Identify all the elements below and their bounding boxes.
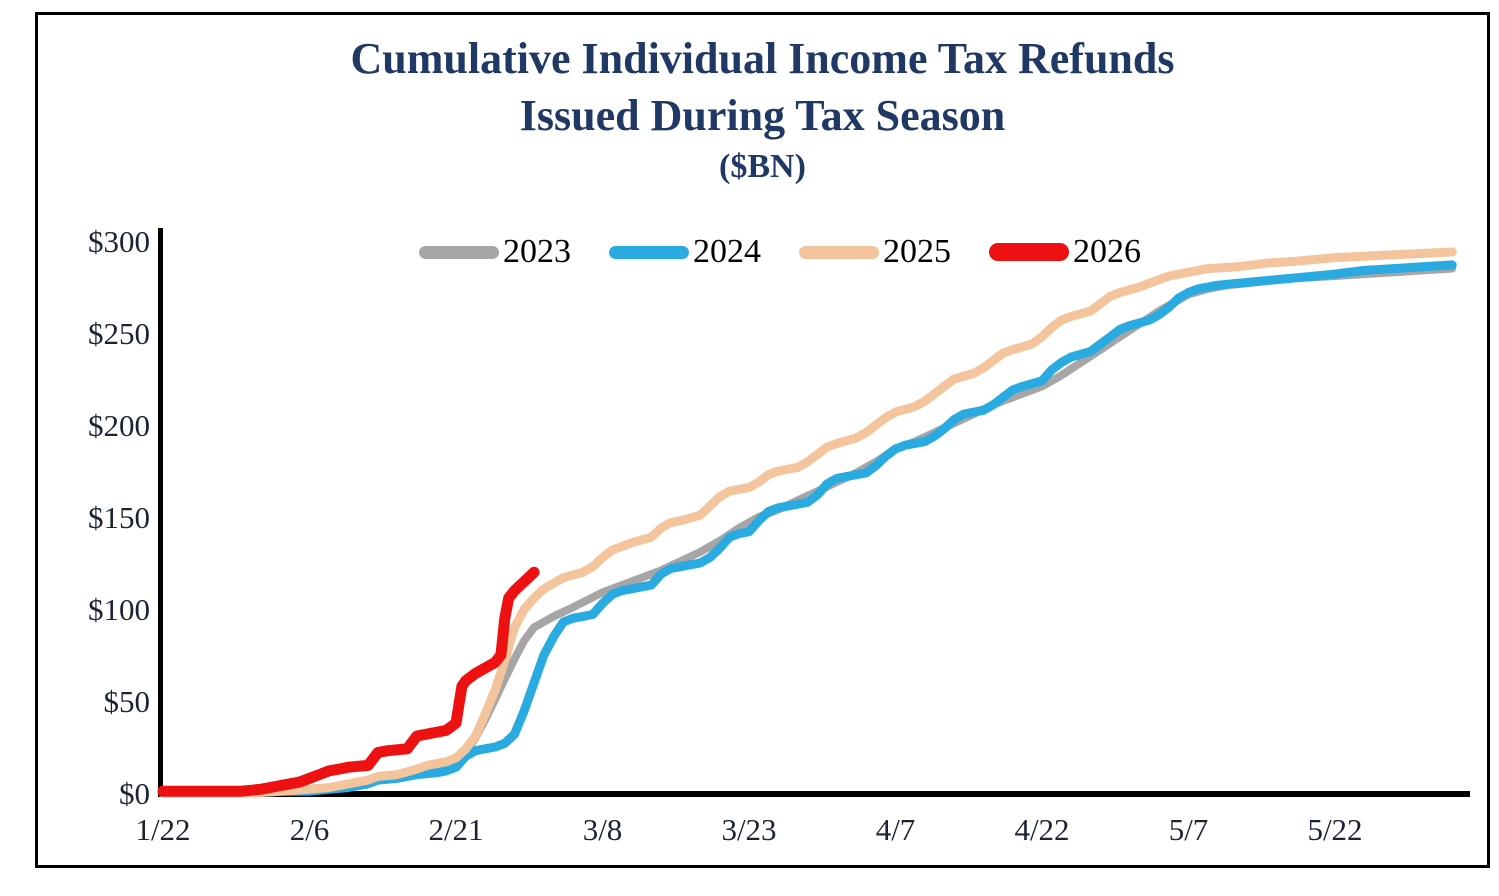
x-tick-label-2-6: 2/6 <box>290 812 330 847</box>
y-tick-label-100: $100 <box>88 592 150 627</box>
legend-item-2023: 2023 <box>419 233 571 271</box>
y-tick-label-300: $300 <box>88 224 150 259</box>
x-tick-label-4-22: 4/22 <box>1014 812 1069 847</box>
legend-swatch-2024 <box>609 245 689 259</box>
x-tick-label-4-7: 4/7 <box>876 812 916 847</box>
series-line-2025 <box>158 247 1457 798</box>
legend-swatch-2023 <box>419 245 499 259</box>
x-tick-label-2-21: 2/21 <box>428 812 483 847</box>
legend-label-2024: 2024 <box>693 233 761 270</box>
series-line-2024 <box>158 260 1457 798</box>
y-tick-label-250: $250 <box>88 316 150 351</box>
legend-item-2025: 2025 <box>799 233 951 271</box>
chart-title: Cumulative Individual Income Tax Refunds… <box>35 30 1490 190</box>
y-tick-label-50: $50 <box>104 684 151 719</box>
legend-item-2024: 2024 <box>609 233 761 271</box>
chart-title-line-1: Cumulative Individual Income Tax Refunds <box>350 34 1175 83</box>
y-tick-label-200: $200 <box>88 408 150 443</box>
legend-item-2026: 2026 <box>989 233 1141 271</box>
x-tick-label-5-22: 5/22 <box>1307 812 1362 847</box>
y-axis-line <box>158 228 163 796</box>
x-tick-label-1-22: 1/22 <box>135 812 190 847</box>
legend-label-2023: 2023 <box>503 233 571 270</box>
legend-swatch-2025 <box>799 245 879 259</box>
series-line-2023 <box>159 264 1457 797</box>
x-axis-tick-labels: 1/22 2/6 2/21 3/8 3/23 4/7 4/22 5/7 5/22 <box>135 812 1362 847</box>
y-tick-label-150: $150 <box>88 500 150 535</box>
series-lines <box>157 247 1457 798</box>
series-line-2026 <box>157 566 540 797</box>
legend: 2023 2024 2025 2026 <box>300 231 1260 273</box>
legend-label-2026: 2026 <box>1073 233 1141 270</box>
x-tick-label-3-8: 3/8 <box>583 812 623 847</box>
x-tick-label-3-23: 3/23 <box>721 812 776 847</box>
x-tick-label-5-7: 5/7 <box>1169 812 1209 847</box>
chart-title-units: ($BN) <box>719 148 806 185</box>
legend-swatch-2026 <box>989 243 1069 261</box>
chart-title-line-2: Issued During Tax Season <box>519 91 1006 140</box>
outer-border <box>35 12 1490 868</box>
y-axis-tick-labels: $0 $50 $100 $150 $200 $250 $300 <box>88 224 150 811</box>
legend-label-2025: 2025 <box>883 233 951 270</box>
x-axis-line <box>158 791 1470 797</box>
y-tick-label-0: $0 <box>119 776 150 811</box>
